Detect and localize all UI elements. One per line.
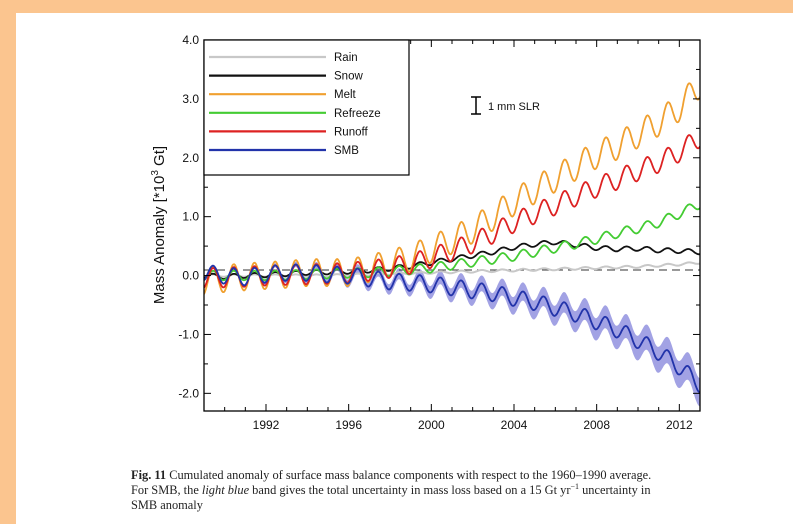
caption-line-2-sup: −1 xyxy=(570,482,579,491)
legend-label-smb: SMB xyxy=(334,145,359,157)
y-tick-label-6: -2.0 xyxy=(178,386,199,400)
y-tick-label-3: 1.0 xyxy=(182,210,199,224)
chart: 1992 1996 2000 2004 2008 2012 4.0 3.0 2.0 1.0 0.0 -… xyxy=(150,33,701,432)
y-axis-label-exponent: 3 xyxy=(150,170,161,176)
caption-line-2: For SMB, the light blue band gives the t… xyxy=(131,483,793,498)
caption-line-3: SMB anomaly xyxy=(131,498,203,512)
scale-bar-label: 1 mm SLR xyxy=(488,101,540,113)
y-tick-label-0: 4.0 xyxy=(182,33,199,47)
series-line-runoff xyxy=(204,134,700,289)
y-tick-label-4: 0.0 xyxy=(182,269,199,283)
caption-label: Fig. 11 xyxy=(131,468,167,482)
tick-layer: 1992 1996 2000 2004 2008 2012 4.0 3.0 2.0 1.0 0.0 -… xyxy=(178,33,701,432)
legend-label-snow: Snow xyxy=(334,71,363,83)
caption-line-1-text: Cumulated anomaly of surface mass balanc… xyxy=(166,468,652,482)
caption-line-2-italic: light blue xyxy=(201,483,250,497)
caption-line-1: Fig. 11 Cumulated anomaly of surface mas… xyxy=(131,468,793,483)
uncertainty-band-smb xyxy=(204,261,700,407)
series-line-smb xyxy=(204,263,700,394)
y-tick-label-1: 3.0 xyxy=(182,92,199,106)
scale-bar: 1 mm SLR xyxy=(471,96,540,115)
x-tick-label-1992: 1992 xyxy=(253,418,280,432)
legend-label-rain: Rain xyxy=(334,52,358,64)
legend-label-refreeze: Refreeze xyxy=(334,108,381,120)
figure-caption: Fig. 11 Cumulated anomaly of surface mas… xyxy=(131,468,793,513)
figure-frame: 1992 1996 2000 2004 2008 2012 4.0 3.0 2.0 1.0 0.0 -… xyxy=(16,13,793,524)
caption-line-2-b: band gives the total uncertainty in mass… xyxy=(249,483,571,497)
legend: Rain Snow Melt Refreeze Runoff SMB xyxy=(203,39,410,176)
y-axis-label: Mass Anomaly [*103 Gt] xyxy=(150,146,168,304)
y-tick-label-2: 2.0 xyxy=(182,151,199,165)
x-tick-label-2000: 2000 xyxy=(418,418,445,432)
series-layer xyxy=(204,82,700,394)
x-tick-label-2012: 2012 xyxy=(666,418,693,432)
series-line-melt xyxy=(204,82,700,295)
legend-box xyxy=(203,39,410,176)
caption-line-2-a: For SMB, the xyxy=(131,483,202,497)
x-tick-label-1996: 1996 xyxy=(335,418,362,432)
uncertainty-band-layer xyxy=(204,261,700,407)
caption-line-2-c: uncertainty in xyxy=(579,483,651,497)
x-tick-label-2004: 2004 xyxy=(501,418,528,432)
legend-label-runoff: Runoff xyxy=(334,126,368,138)
x-tick-label-2008: 2008 xyxy=(583,418,610,432)
legend-label-melt: Melt xyxy=(334,89,357,101)
y-axis-label-unit: Gt] xyxy=(151,146,168,170)
y-tick-label-5: -1.0 xyxy=(178,327,199,341)
